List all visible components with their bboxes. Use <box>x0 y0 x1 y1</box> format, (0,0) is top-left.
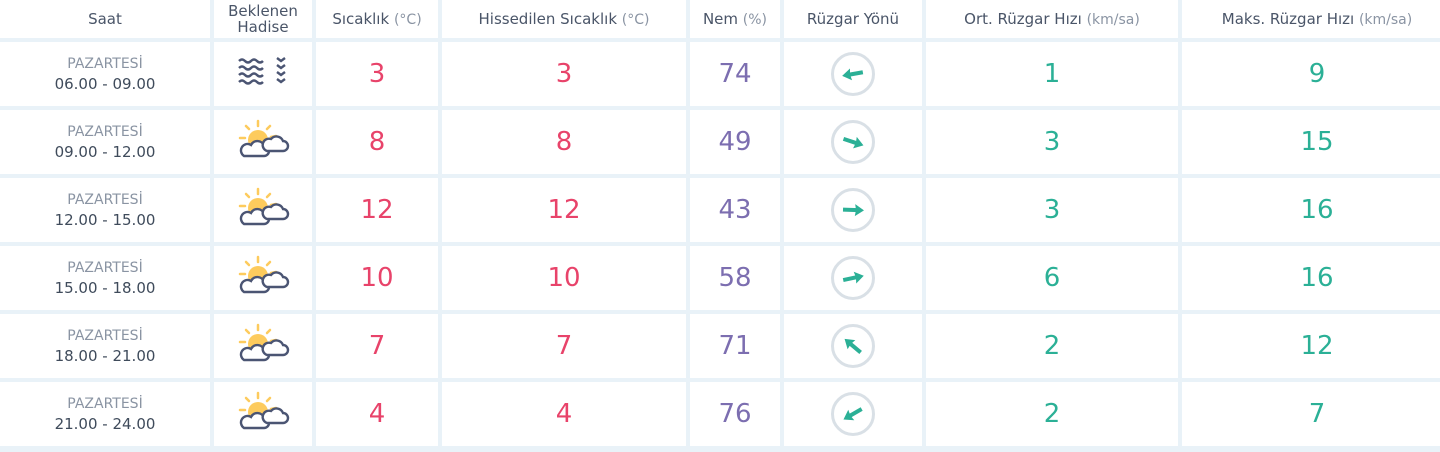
partly-cloudy-icon <box>236 255 290 301</box>
weather-cell <box>214 382 312 446</box>
avg-wind-speed: 1 <box>926 42 1178 106</box>
header-hissedilen: Hissedilen Sıcaklık (°C) <box>442 0 686 38</box>
header-saat: Saat <box>0 0 210 38</box>
day-label: PAZARTESİ <box>67 260 143 276</box>
wind-direction-cell <box>784 246 922 310</box>
humidity: 76 <box>690 382 780 446</box>
avg-wind-speed: 2 <box>926 314 1178 378</box>
feels-like: 7 <box>442 314 686 378</box>
max-wind-speed: 16 <box>1182 178 1440 242</box>
time-cell: PAZARTESİ 21.00 - 24.00 <box>0 382 210 446</box>
header-ruzgar-yonu: Rüzgar Yönü <box>784 0 922 38</box>
table-row: PAZARTESİ 06.00 - 09.00 3 3 74 1 9 <box>0 42 1440 106</box>
time-cell: PAZARTESİ 06.00 - 09.00 <box>0 42 210 106</box>
avg-wind-speed: 3 <box>926 178 1178 242</box>
max-wind-speed: 15 <box>1182 110 1440 174</box>
feels-like: 3 <box>442 42 686 106</box>
wind-arrow-icon <box>842 271 864 284</box>
wind-arrow-icon <box>842 204 864 217</box>
wind-arrow-icon <box>843 407 863 421</box>
humidity: 43 <box>690 178 780 242</box>
max-wind-speed: 16 <box>1182 246 1440 310</box>
wind-arrow-icon <box>842 136 864 149</box>
partly-cloudy-icon <box>236 187 290 233</box>
wind-direction-cell <box>784 110 922 174</box>
table-row: PAZARTESİ 15.00 - 18.00 10 10 58 6 16 <box>0 246 1440 310</box>
table-row: PAZARTESİ 21.00 - 24.00 4 4 76 2 7 <box>0 382 1440 446</box>
wind-direction-dial <box>831 392 875 436</box>
header-ort-ruzgar: Ort. Rüzgar Hızı (km/sa) <box>926 0 1178 38</box>
temperature: 3 <box>316 42 438 106</box>
header-sicaklik: Sıcaklık (°C) <box>316 0 438 38</box>
wind-direction-dial <box>831 120 875 164</box>
weather-cell <box>214 314 312 378</box>
wind-direction-cell <box>784 314 922 378</box>
day-label: PAZARTESİ <box>67 328 143 344</box>
temperature: 12 <box>316 178 438 242</box>
wind-direction-cell <box>784 42 922 106</box>
humidity: 74 <box>690 42 780 106</box>
time-range: 12.00 - 15.00 <box>54 211 156 229</box>
wind-direction-cell <box>784 178 922 242</box>
humidity: 58 <box>690 246 780 310</box>
feels-like: 8 <box>442 110 686 174</box>
time-range: 15.00 - 18.00 <box>54 279 156 297</box>
header-row: Saat Beklenen Hadise Sıcaklık (°C) Hisse… <box>0 0 1440 38</box>
time-cell: PAZARTESİ 09.00 - 12.00 <box>0 110 210 174</box>
table-row: PAZARTESİ 18.00 - 21.00 7 7 71 2 12 <box>0 314 1440 378</box>
wind-direction-dial <box>831 52 875 96</box>
max-wind-speed: 7 <box>1182 382 1440 446</box>
partly-cloudy-icon <box>236 323 290 369</box>
feels-like: 10 <box>442 246 686 310</box>
time-range: 09.00 - 12.00 <box>54 143 156 161</box>
time-range: 21.00 - 24.00 <box>54 415 156 433</box>
day-label: PAZARTESİ <box>67 124 143 140</box>
partly-cloudy-icon <box>236 391 290 437</box>
header-nem: Nem (%) <box>690 0 780 38</box>
table-row: PAZARTESİ 12.00 - 15.00 12 12 43 3 16 <box>0 178 1440 242</box>
max-wind-speed: 12 <box>1182 314 1440 378</box>
fog-icon <box>237 57 289 93</box>
weather-cell <box>214 178 312 242</box>
time-range: 06.00 - 09.00 <box>54 75 156 93</box>
avg-wind-speed: 6 <box>926 246 1178 310</box>
temperature: 7 <box>316 314 438 378</box>
time-cell: PAZARTESİ 18.00 - 21.00 <box>0 314 210 378</box>
weather-cell <box>214 246 312 310</box>
weather-cell <box>214 42 312 106</box>
wind-direction-dial <box>831 324 875 368</box>
day-label: PAZARTESİ <box>67 192 143 208</box>
wind-direction-dial <box>831 256 875 300</box>
humidity: 49 <box>690 110 780 174</box>
table-row: PAZARTESİ 09.00 - 12.00 8 8 49 3 15 <box>0 110 1440 174</box>
temperature: 8 <box>316 110 438 174</box>
feels-like: 12 <box>442 178 686 242</box>
avg-wind-speed: 2 <box>926 382 1178 446</box>
wind-direction-cell <box>784 382 922 446</box>
day-label: PAZARTESİ <box>67 396 143 412</box>
wind-arrow-icon <box>844 338 862 354</box>
header-hadise: Beklenen Hadise <box>214 0 312 38</box>
time-range: 18.00 - 21.00 <box>54 347 156 365</box>
time-cell: PAZARTESİ 15.00 - 18.00 <box>0 246 210 310</box>
avg-wind-speed: 3 <box>926 110 1178 174</box>
humidity: 71 <box>690 314 780 378</box>
weather-cell <box>214 110 312 174</box>
header-maks-ruzgar: Maks. Rüzgar Hızı (km/sa) <box>1182 0 1440 38</box>
temperature: 10 <box>316 246 438 310</box>
feels-like: 4 <box>442 382 686 446</box>
wind-arrow-icon <box>842 68 864 81</box>
max-wind-speed: 9 <box>1182 42 1440 106</box>
day-label: PAZARTESİ <box>67 56 143 72</box>
partly-cloudy-icon <box>236 119 290 165</box>
wind-direction-dial <box>831 188 875 232</box>
time-cell: PAZARTESİ 12.00 - 15.00 <box>0 178 210 242</box>
temperature: 4 <box>316 382 438 446</box>
